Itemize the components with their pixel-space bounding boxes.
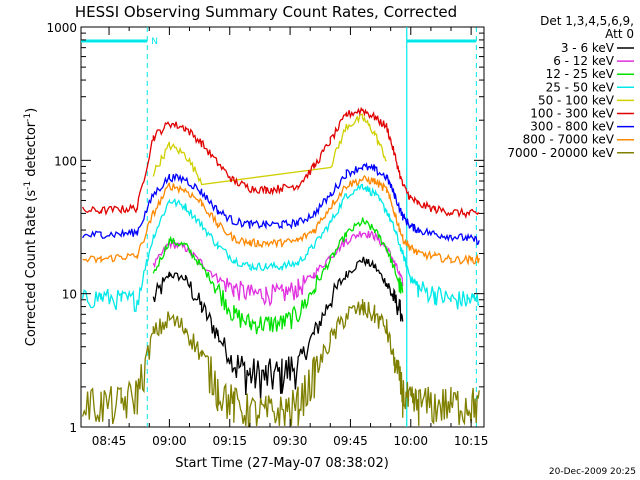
series-line-9 [81, 299, 480, 427]
legend-label-7: 300 - 800 keV [530, 120, 614, 134]
y-axis-label: Corrected Count Rate (s-1 detector-1) [23, 108, 39, 346]
chart-title: HESSI Observing Summary Count Rates, Cor… [75, 3, 457, 21]
observing-flags: N [81, 27, 477, 427]
series-line-4 [81, 183, 480, 312]
legend-label-3: 12 - 25 keV [546, 67, 615, 81]
series-line-3 [152, 217, 404, 335]
plot-frame [80, 26, 485, 428]
y-tick-label-3: 100 [54, 154, 77, 168]
y-axis-label-part1: Corrected Count Rate (s [24, 190, 39, 347]
footer-date: 20-Dec-2009 20:25 [549, 467, 636, 477]
series-line-8 [82, 174, 480, 266]
x-tick-label-3: 09:15 [212, 434, 247, 448]
series-line-7 [82, 162, 480, 246]
y-axis-label-exp1: -1 [23, 181, 33, 190]
legend-label-5: 50 - 100 keV [538, 93, 615, 107]
series-group [81, 106, 480, 427]
x-tick-label-4: 09:30 [273, 434, 308, 448]
y-axis-label-part2: detector [24, 121, 39, 181]
series-line-6 [82, 106, 480, 219]
y-tick-label-1: 1 [69, 421, 77, 435]
legend-label-6: 100 - 300 keV [530, 107, 614, 121]
x-axis-label: Start Time (27-May-07 08:38:02) [175, 456, 389, 471]
legend-label-9: 7000 - 20000 keV [507, 146, 614, 160]
x-axis-ticks: 08:45 09:00 09:15 09:30 09:45 10:00 10:15 [92, 27, 489, 448]
series-line-5 [152, 113, 387, 186]
y-axis-ticks: 1 10 100 1000 [46, 21, 484, 435]
x-tick-label-2: 09:00 [152, 434, 187, 448]
legend-label-2: 6 - 12 keV [553, 54, 615, 68]
x-tick-label-6: 10:00 [393, 434, 428, 448]
y-axis-label-exp2: -1 [23, 113, 33, 122]
legend-label-1: 3 - 6 keV [561, 41, 615, 55]
legend-header-detectors: Det 1,3,4,5,6,9, [540, 14, 634, 28]
y-tick-label-2: 10 [62, 288, 77, 302]
legend-label-4: 25 - 50 keV [546, 80, 615, 94]
y-axis-label-part3: ) [24, 108, 39, 113]
y-tick-label-4: 1000 [46, 21, 77, 35]
legend-label-8: 800 - 7000 keV [523, 133, 615, 147]
x-tick-label-5: 09:45 [333, 434, 368, 448]
x-tick-label-7: 10:15 [454, 434, 489, 448]
legend-header-attenuator: Att 0 [605, 27, 634, 41]
series-line-1 [152, 256, 404, 400]
night-flag-label: N [151, 37, 158, 47]
x-tick-label-1: 08:45 [92, 434, 127, 448]
